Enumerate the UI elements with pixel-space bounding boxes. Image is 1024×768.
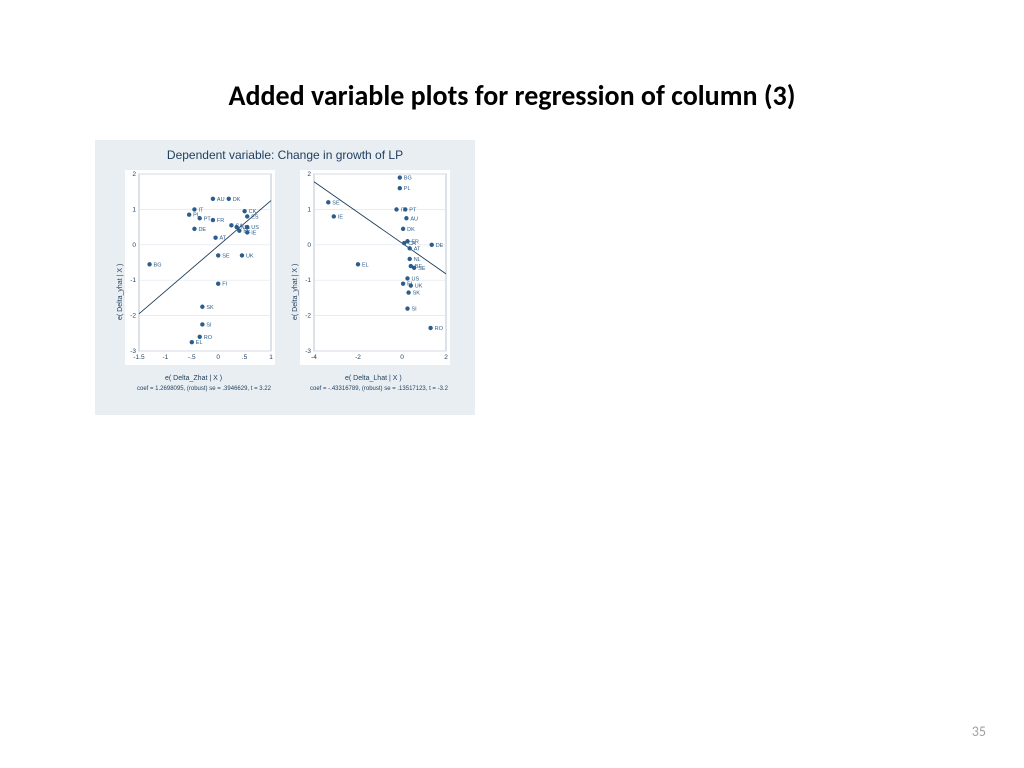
- svg-text:IE: IE: [338, 214, 344, 220]
- page-number: 35: [972, 723, 986, 740]
- svg-text:AU: AU: [217, 197, 225, 203]
- svg-text:-2: -2: [130, 313, 136, 320]
- svg-text:2: 2: [307, 171, 311, 178]
- svg-text:PT: PT: [409, 207, 417, 213]
- ylabel-left: e( Delta_yhat | X ): [117, 264, 124, 320]
- svg-text:ES: ES: [251, 214, 259, 220]
- svg-text:1: 1: [307, 206, 311, 213]
- svg-text:DE: DE: [198, 227, 206, 233]
- svg-text:AT: AT: [220, 236, 227, 242]
- svg-text:.5: .5: [242, 354, 248, 361]
- svg-text:EL: EL: [362, 262, 369, 268]
- svg-text:AT: AT: [414, 246, 421, 252]
- svg-text:IE: IE: [251, 230, 257, 236]
- svg-text:-1: -1: [305, 277, 311, 284]
- svg-text:SE: SE: [332, 200, 340, 206]
- svg-text:IT: IT: [198, 207, 204, 213]
- svg-text:-2: -2: [355, 354, 361, 361]
- svg-text:-4: -4: [311, 354, 317, 361]
- svg-text:1: 1: [269, 354, 273, 361]
- svg-text:UK: UK: [415, 284, 423, 290]
- ylabel-right: e( Delta_yhat | X ): [292, 264, 299, 320]
- svg-text:PT: PT: [204, 216, 212, 222]
- svg-text:PL: PL: [404, 186, 411, 192]
- chart-panel: Dependent variable: Change in growth of …: [95, 140, 475, 415]
- svg-text:0: 0: [307, 242, 311, 249]
- svg-text:AU: AU: [410, 216, 418, 222]
- svg-text:-.5: -.5: [188, 354, 196, 361]
- svg-text:DK: DK: [233, 197, 241, 203]
- svg-text:2: 2: [444, 354, 448, 361]
- svg-text:2: 2: [132, 171, 136, 178]
- svg-text:UK: UK: [246, 253, 254, 259]
- xlabel-left: e( Delta_Zhat | X ): [165, 375, 222, 382]
- caption-left: coef = 1.2698095, (robust) se = .3946629…: [137, 386, 271, 392]
- avplot-left: -3-2-1012-1.5-1-.50.51BGPLITDEPTAUFRATSE…: [125, 170, 275, 365]
- svg-text:NL: NL: [414, 257, 421, 263]
- svg-text:FR: FR: [217, 218, 224, 224]
- panel-title: Dependent variable: Change in growth of …: [95, 148, 475, 162]
- svg-text:SI: SI: [412, 307, 418, 313]
- svg-text:EL: EL: [196, 340, 203, 346]
- slide-title: Added variable plots for regression of c…: [0, 78, 1024, 113]
- xlabel-right: e( Delta_Lhat | X ): [345, 375, 402, 382]
- svg-text:RO: RO: [204, 335, 213, 341]
- svg-text:-2: -2: [305, 313, 311, 320]
- svg-text:FI: FI: [222, 282, 227, 288]
- svg-text:0: 0: [216, 354, 220, 361]
- svg-text:RO: RO: [435, 326, 444, 332]
- svg-text:-1: -1: [130, 277, 136, 284]
- svg-text:DE: DE: [436, 243, 444, 249]
- svg-text:SE: SE: [222, 253, 230, 259]
- svg-text:SI: SI: [206, 322, 212, 328]
- svg-text:BG: BG: [404, 176, 412, 182]
- svg-text:0: 0: [132, 242, 136, 249]
- svg-text:US: US: [412, 276, 420, 282]
- svg-text:1: 1: [132, 206, 136, 213]
- svg-text:-1.5: -1.5: [133, 354, 145, 361]
- svg-text:SK: SK: [413, 291, 421, 297]
- svg-text:DK: DK: [407, 227, 415, 233]
- avplot-right: -3-2-1012-4-202SEIEELBGITPLPTAUDKFRCAATN…: [300, 170, 450, 365]
- svg-text:SK: SK: [206, 305, 214, 311]
- svg-text:-1: -1: [163, 354, 169, 361]
- svg-text:BG: BG: [154, 262, 162, 268]
- svg-text:0: 0: [400, 354, 404, 361]
- svg-text:SE: SE: [418, 266, 426, 272]
- caption-right: coef = -.43316789, (robust) se = .135171…: [310, 386, 448, 392]
